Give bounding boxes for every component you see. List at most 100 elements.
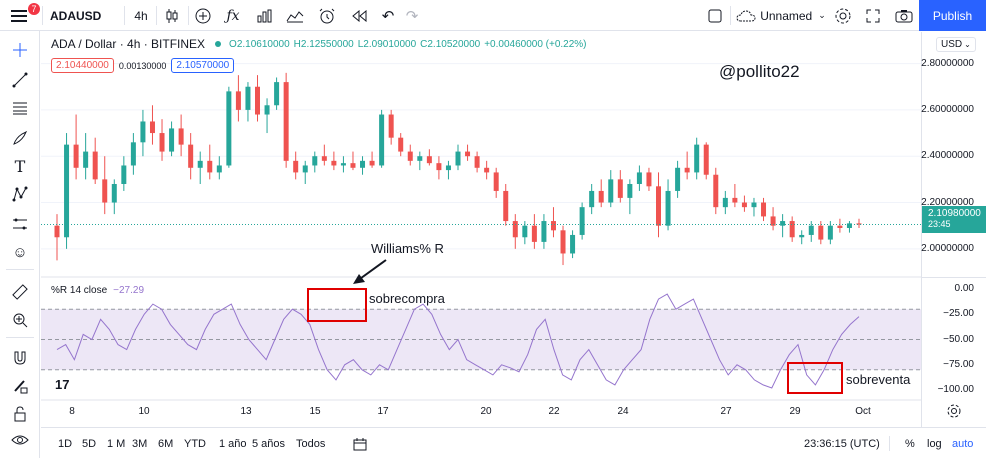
price-label: 2.20000000 (921, 196, 974, 208)
price-label: 2.40000000 (921, 150, 974, 162)
candle-body (675, 167, 681, 191)
text-icon: T (14, 156, 26, 176)
candle-body (837, 225, 843, 228)
price-axis[interactable]: USD ⌄ 2.80000000 2.60000000 2.40000000 2.20… (921, 32, 986, 427)
layout-name-button[interactable]: Unnamed ⌄ (736, 0, 826, 31)
indicator-label[interactable]: %R 14 close (51, 285, 108, 296)
ohlc-low: L2.09010000 (357, 38, 417, 50)
range-button[interactable]: YTD (184, 437, 206, 450)
financials-button[interactable] (254, 0, 276, 31)
range-button[interactable]: 1D (58, 437, 73, 450)
indicator-value: −27.29 (113, 285, 145, 296)
replay-button[interactable] (348, 0, 370, 31)
lock-drawings-tool[interactable] (8, 403, 32, 425)
chart-area[interactable]: 8 10 13 15 17 20 22 24 27 29 Oct ADA / Dollar · 4h… (41, 32, 921, 427)
range-button[interactable]: 6M (158, 437, 174, 450)
range-button[interactable]: 5 años (252, 437, 286, 450)
text-tool[interactable]: T (8, 155, 32, 177)
main-menu-button[interactable]: 7 (6, 0, 40, 31)
range-button[interactable]: 3M (132, 437, 148, 450)
candle-body (589, 190, 595, 208)
current-price-tag: 2.10980000 23:45 (922, 206, 986, 233)
candle-body (302, 165, 308, 173)
candle-body (560, 230, 566, 254)
magnet-tool[interactable] (8, 347, 32, 369)
measure-tool[interactable] (8, 213, 32, 235)
chart-canvas[interactable]: 8 10 13 15 17 20 22 24 27 29 Oct (41, 32, 921, 427)
auto-toggle[interactable]: auto (952, 437, 974, 450)
brush-tool[interactable] (8, 127, 32, 149)
undo-button[interactable]: ↶ (378, 0, 398, 31)
candle-body (493, 172, 499, 191)
candle-body (159, 133, 165, 152)
pattern-tool[interactable] (8, 183, 32, 205)
candle-body (340, 163, 346, 166)
layout-setup-button[interactable] (704, 0, 726, 31)
interval-button[interactable]: 4h (134, 8, 148, 23)
range-button[interactable]: 5D (82, 437, 97, 450)
templates-button[interactable] (284, 0, 306, 31)
candle-body (130, 142, 136, 166)
range-button[interactable]: 1 M (107, 437, 126, 450)
rewind-icon (352, 9, 367, 22)
candle-body (541, 221, 547, 242)
currency-selector[interactable]: USD ⌄ (936, 37, 976, 52)
candle-body (436, 163, 442, 171)
time-label: 24 (617, 406, 629, 417)
candle-body (321, 156, 327, 161)
buy-button[interactable]: 2.10570000 (171, 58, 235, 73)
ohlc-high: H2.12550000 (293, 38, 354, 50)
date-range-button[interactable] (353, 428, 367, 458)
lock-open-icon (14, 406, 26, 422)
candle-body (617, 179, 623, 198)
square-icon (708, 9, 722, 22)
redo-button[interactable]: ↷ (402, 0, 422, 31)
candle-body (818, 225, 824, 240)
compare-button[interactable] (192, 0, 214, 31)
alert-button[interactable] (316, 0, 338, 31)
candle-body (608, 179, 614, 203)
ruler-tool[interactable] (8, 281, 32, 303)
symbol-title[interactable]: ADA / Dollar · 4h · BITFINEX (51, 37, 206, 51)
oversold-box (787, 362, 843, 394)
time-axis: 8 10 13 15 17 20 22 24 27 29 Oct (69, 406, 871, 417)
time-label: 15 (309, 406, 321, 417)
fullscreen-button[interactable] (862, 0, 884, 31)
time-label: 8 (69, 406, 75, 417)
undo-icon: ↶ (381, 7, 395, 25)
price-axis-separator (922, 277, 986, 278)
snapshot-button[interactable] (892, 0, 916, 31)
trend-line-tool[interactable] (8, 69, 32, 91)
indicators-button[interactable]: ƒx (222, 0, 244, 31)
percent-toggle[interactable]: % (905, 437, 915, 450)
magnet-icon (14, 351, 26, 365)
tradingview-logo[interactable]: 17 (55, 377, 69, 392)
chart-type-button[interactable] (160, 0, 184, 31)
chevron-down-icon: ⌄ (964, 40, 971, 49)
crosshair-tool[interactable] (8, 39, 32, 61)
fib-tool[interactable] (8, 97, 32, 119)
settings-button[interactable] (832, 0, 854, 31)
tv-logo-icon: 17 (55, 377, 70, 392)
candle-body (369, 160, 375, 166)
sell-button[interactable]: 2.10440000 (51, 58, 114, 73)
axis-settings-button[interactable] (946, 403, 964, 421)
publish-button[interactable]: Publish (919, 0, 986, 31)
log-toggle[interactable]: log (927, 437, 942, 450)
stay-drawing-tool[interactable] (8, 375, 32, 397)
drawing-toolbar: T ☺ (0, 31, 40, 458)
candle-body (283, 82, 289, 161)
symbol-search-button[interactable]: ADAUSD (50, 8, 102, 23)
icon-tool[interactable]: ☺ (8, 241, 32, 263)
hide-drawings-tool[interactable] (8, 429, 32, 451)
ohlc-open: O2.10610000 (229, 38, 290, 50)
range-button[interactable]: 1 año (219, 437, 247, 450)
candle-body (484, 167, 490, 173)
candle-body (274, 82, 280, 106)
symbol-legend: ADA / Dollar · 4h · BITFINEX O2.10610000… (51, 37, 587, 51)
range-button[interactable]: Todos (296, 437, 326, 450)
zoom-tool[interactable] (8, 309, 32, 331)
clock-display[interactable]: 23:36:15 (UTC) (804, 437, 880, 450)
candle-body (149, 121, 155, 134)
